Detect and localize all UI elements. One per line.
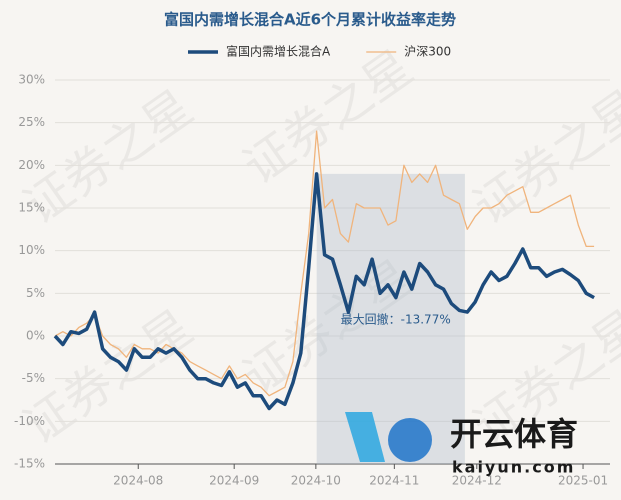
y-tick-label: -5% (22, 371, 45, 385)
x-tick-label: 2024-10 (291, 474, 341, 488)
y-tick-label: 20% (18, 158, 45, 172)
logo-mark (345, 412, 385, 462)
x-tick-label: 2025-01 (558, 474, 608, 488)
y-tick-label: 5% (26, 286, 45, 300)
logo-name: 开云体育 (450, 415, 578, 453)
series-line (53, 172, 595, 411)
chart-title: 富国内需增长混合A近6个月累计收益率走势 (164, 11, 456, 29)
legend-label: 沪深300 (404, 45, 451, 59)
drawdown-area (316, 173, 465, 464)
logo-url: kaiyun.com (452, 458, 575, 477)
x-tick-label: 2024-12 (452, 474, 502, 488)
logo-mark (388, 418, 432, 462)
y-tick-label: 25% (18, 115, 45, 129)
x-tick-label: 2024-08 (113, 474, 163, 488)
y-tick-label: 30% (18, 73, 45, 87)
x-tick-label: 2024-09 (209, 474, 259, 488)
y-tick-label: 10% (18, 243, 45, 257)
y-tick-label: 0% (26, 329, 45, 343)
legend-label: 富国内需增长混合A (226, 44, 331, 59)
y-tick-label: -15% (14, 457, 45, 471)
y-tick-label: -10% (14, 414, 45, 428)
drawdown-label: 最大回撤：-13.77% (341, 312, 451, 327)
y-tick-label: 15% (18, 201, 45, 215)
series-line (54, 130, 595, 397)
x-tick-label: 2024-11 (369, 474, 419, 488)
